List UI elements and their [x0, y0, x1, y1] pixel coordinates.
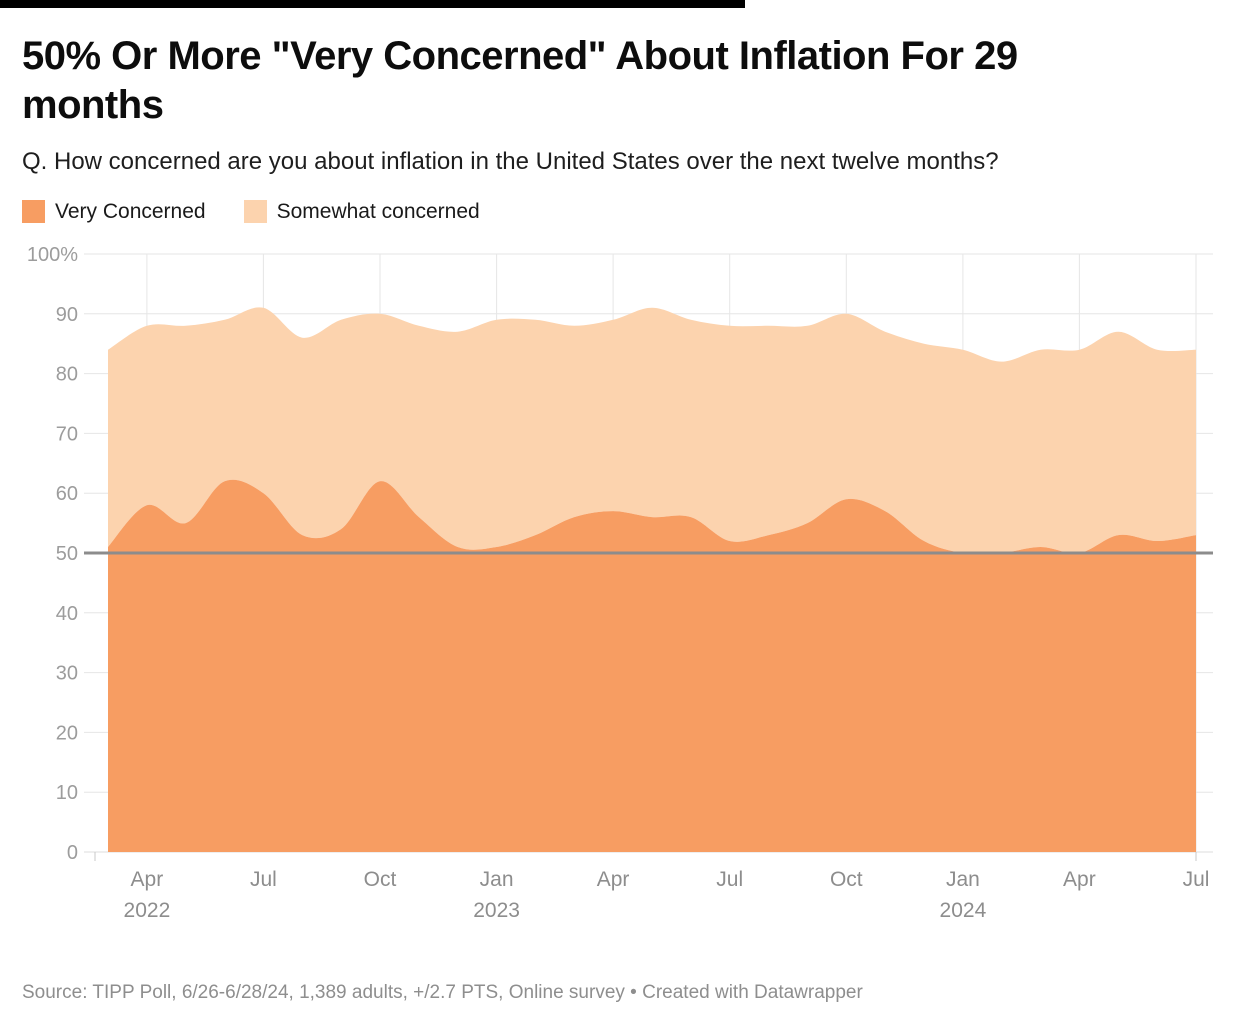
legend-item-very-concerned: Very Concerned	[22, 200, 206, 224]
legend: Very Concerned Somewhat concerned	[22, 200, 1218, 224]
svg-text:20: 20	[56, 722, 78, 744]
area-chart: 0 10 20 30 40 50 60 70 80 90 100% Apr 2022 Jul Oct Jan 2…	[22, 236, 1218, 941]
svg-text:100%: 100%	[27, 244, 78, 266]
legend-label-very-concerned: Very Concerned	[55, 199, 206, 223]
svg-text:Jul: Jul	[1183, 868, 1210, 891]
svg-text:50: 50	[56, 543, 78, 565]
svg-text:2023: 2023	[473, 899, 520, 922]
svg-text:0: 0	[67, 842, 78, 864]
svg-text:Oct: Oct	[830, 868, 863, 891]
svg-text:Jul: Jul	[250, 868, 277, 891]
svg-text:Apr: Apr	[1063, 868, 1096, 891]
legend-label-somewhat-concerned: Somewhat concerned	[276, 199, 480, 223]
svg-text:80: 80	[56, 363, 78, 385]
y-axis-labels: 0 10 20 30 40 50 60 70 80 90 100%	[27, 244, 78, 864]
chart-subtitle: Q. How concerned are you about inflation…	[22, 147, 999, 175]
source-note: Source: TIPP Poll, 6/26-6/28/24, 1,389 a…	[22, 982, 863, 1003]
legend-swatch-very-concerned-icon	[22, 200, 45, 224]
svg-text:Oct: Oct	[364, 868, 397, 891]
very-concerned-area	[108, 479, 1196, 852]
svg-text:10: 10	[56, 782, 78, 804]
chart-title: 50% Or More "Very Concerned" About Infla…	[22, 34, 1018, 127]
svg-text:Apr: Apr	[597, 868, 630, 891]
svg-text:30: 30	[56, 662, 78, 684]
legend-item-somewhat-concerned: Somewhat concerned	[243, 199, 480, 224]
somewhat-concerned-area	[108, 306, 1196, 554]
x-axis-labels: Apr 2022 Jul Oct Jan 2023 Apr Jul Oct Jan 2024 Apr J…	[124, 868, 1210, 922]
svg-text:2024: 2024	[940, 899, 987, 922]
svg-text:2022: 2022	[124, 899, 171, 922]
top-bar	[0, 0, 745, 8]
svg-text:70: 70	[56, 423, 78, 445]
svg-text:40: 40	[56, 602, 78, 624]
svg-text:60: 60	[56, 483, 78, 505]
svg-text:Apr: Apr	[131, 868, 164, 891]
svg-text:Jan: Jan	[946, 868, 980, 891]
chart-card: 50% Or More "Very Concerned" About Infla…	[0, 8, 1240, 1018]
svg-text:90: 90	[56, 303, 78, 325]
area-chart-svg: 0 10 20 30 40 50 60 70 80 90 100% Apr 2022 Jul Oct Jan 2…	[27, 244, 1213, 922]
svg-text:Jan: Jan	[480, 868, 514, 891]
legend-swatch-somewhat-concerned-icon	[243, 200, 267, 224]
svg-text:Jul: Jul	[716, 868, 743, 891]
